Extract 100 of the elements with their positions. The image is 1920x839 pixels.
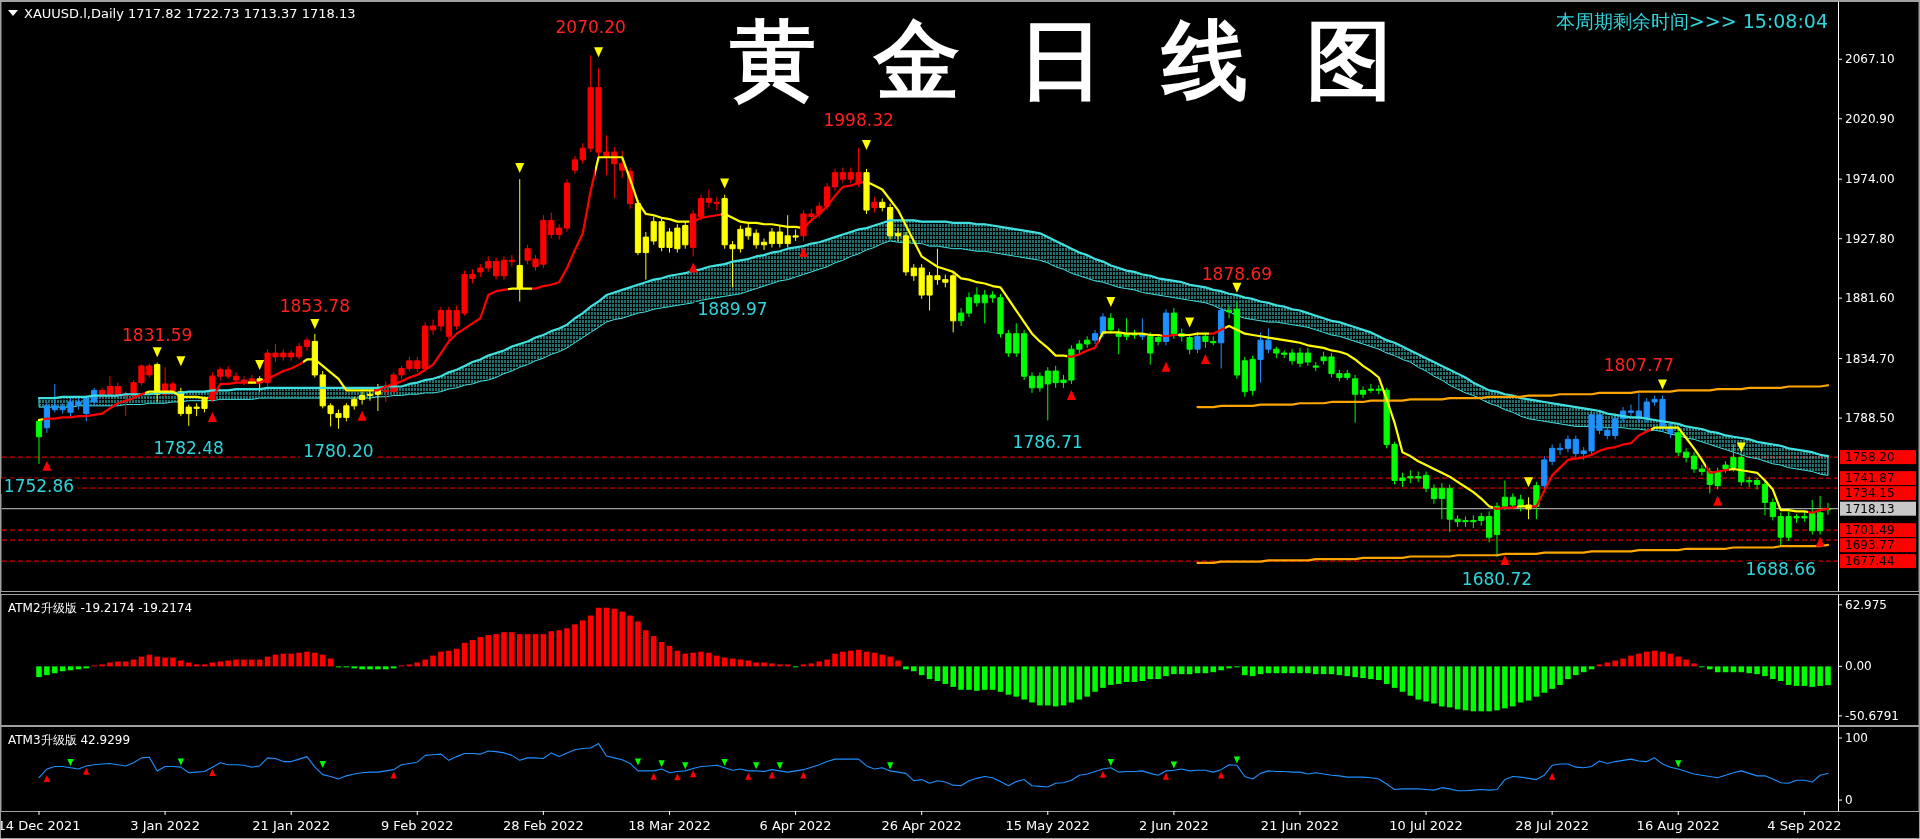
point (310, 318, 320, 329)
ref-line-label: 1693.77 (1845, 538, 1895, 553)
candlestick (248, 374, 255, 385)
bar (1683, 659, 1689, 667)
annotation: 1688.66 (1745, 558, 1816, 579)
point (650, 772, 657, 780)
bar (934, 666, 941, 682)
annotation: 1782.48 (153, 437, 224, 458)
bar (1092, 666, 1098, 692)
ref-line-label: 1718.13 (1845, 501, 1895, 516)
x-tick-label: 16 Aug 2022 (1636, 818, 1720, 833)
point (1161, 361, 1171, 372)
y-tick-label: 2020.90 (1845, 111, 1895, 126)
point (42, 460, 52, 471)
candlestick (1170, 307, 1177, 340)
bar (1486, 666, 1492, 712)
bar (1391, 666, 1398, 688)
bar (1785, 666, 1792, 685)
bar (241, 659, 247, 667)
bar (903, 666, 909, 670)
bar (36, 666, 42, 678)
candlestick (43, 401, 50, 434)
x-tick-label: 18 Mar 2022 (628, 818, 711, 833)
candlestick (374, 383, 381, 412)
point (152, 347, 162, 358)
x-tick-label: 3 Jan 2022 (130, 818, 200, 833)
bar (1021, 666, 1027, 700)
bar (115, 661, 121, 667)
bar (1446, 666, 1453, 708)
bar (1817, 666, 1823, 686)
candlestick (690, 209, 697, 257)
bar (233, 659, 239, 667)
candlestick (1218, 306, 1225, 369)
bar (1273, 666, 1280, 674)
candlestick (634, 199, 642, 256)
bar (1005, 666, 1012, 695)
candlestick (571, 155, 579, 175)
bar (1147, 666, 1153, 680)
candlestick (1375, 384, 1382, 395)
candlestick (98, 387, 106, 399)
bar (643, 630, 649, 667)
bar (1084, 666, 1090, 697)
bar (1218, 666, 1224, 671)
bar (249, 659, 255, 667)
bar (225, 660, 231, 667)
y-tick-label: 0.00 (1845, 659, 1872, 674)
bar (493, 634, 499, 667)
point (1736, 442, 1746, 453)
candlestick (240, 375, 248, 386)
bar (359, 666, 365, 670)
candlestick (902, 231, 910, 277)
point (209, 768, 216, 776)
bar (1478, 666, 1484, 712)
bar (1604, 662, 1611, 667)
candlestick (500, 255, 508, 281)
candlestick (1753, 477, 1761, 491)
x-tick-label: 6 Apr 2022 (759, 818, 832, 833)
bar (958, 666, 964, 690)
bar (926, 666, 933, 680)
annotation: 1807.77 (1603, 355, 1675, 376)
point (1185, 317, 1195, 328)
annotation: 1780.20 (303, 440, 374, 461)
candlestick (359, 391, 366, 406)
annotation: 1786.71 (1012, 432, 1083, 453)
bar (1029, 666, 1035, 703)
bar (847, 650, 854, 667)
point (1713, 495, 1723, 506)
bar (383, 666, 389, 670)
candlestick (1564, 434, 1572, 453)
point (357, 410, 367, 421)
point (1524, 477, 1534, 488)
point (658, 760, 665, 768)
bar (509, 632, 515, 667)
bar (1730, 666, 1737, 673)
bar (572, 624, 578, 667)
x-tick-label: 15 May 2022 (1005, 818, 1091, 833)
candlestick (1533, 481, 1540, 520)
bar (989, 666, 996, 690)
bar (162, 657, 168, 667)
bar (548, 631, 555, 667)
bar (564, 628, 570, 667)
bar (501, 632, 507, 667)
y-tick-label: 100 (1845, 731, 1868, 745)
point (1106, 297, 1116, 308)
bar (1746, 666, 1752, 674)
bar (414, 662, 421, 667)
candlestick (760, 237, 768, 251)
bar (1431, 666, 1437, 704)
x-tick-label: 4 Sep 2022 (1767, 818, 1842, 833)
candlestick (1162, 308, 1170, 346)
x-tick-label: 26 Apr 2022 (881, 818, 962, 833)
point (1162, 772, 1170, 780)
bar (580, 620, 586, 667)
bar (107, 662, 113, 667)
bar (1549, 666, 1555, 689)
point (1675, 760, 1682, 768)
point (745, 772, 752, 780)
candlestick (169, 380, 177, 397)
bar (650, 636, 657, 667)
bar (288, 653, 294, 667)
